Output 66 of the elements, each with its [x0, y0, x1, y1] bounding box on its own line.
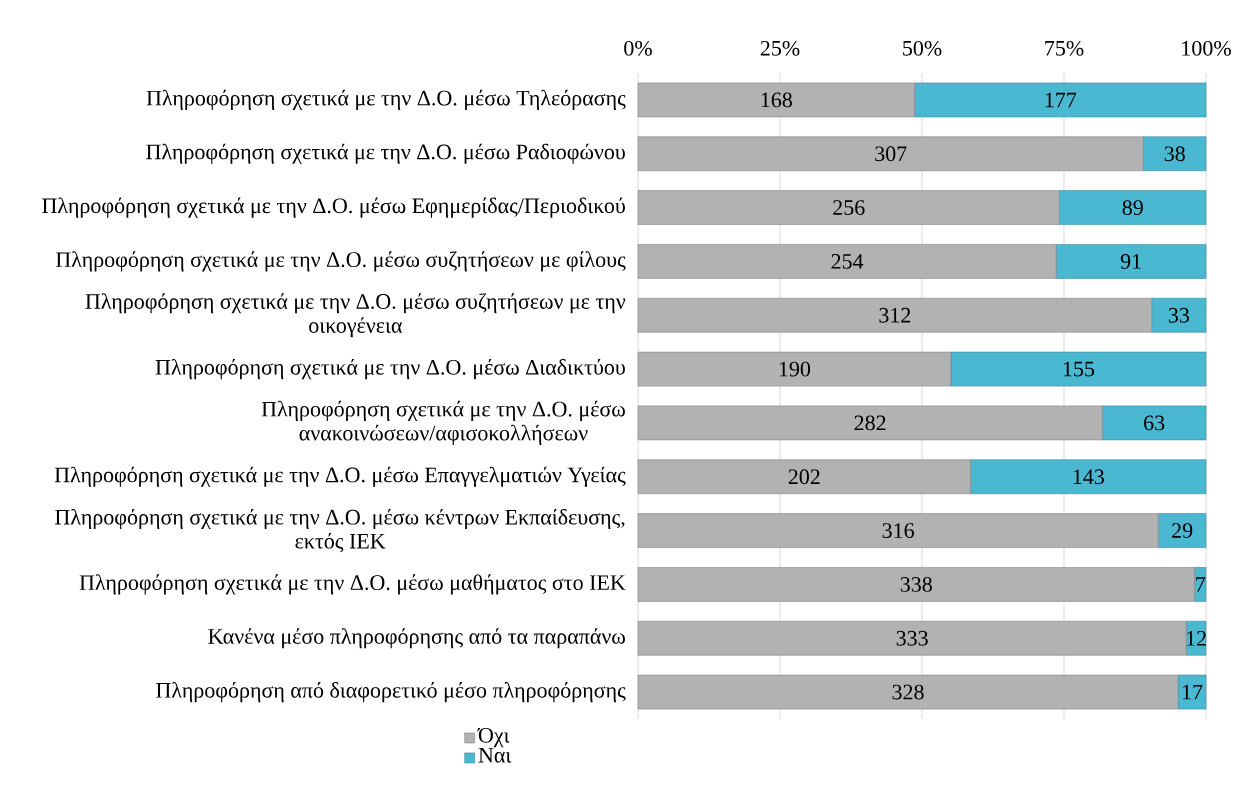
data-label: 316: [882, 523, 914, 538]
data-label: 254: [831, 254, 864, 269]
legend-label: Όχι: [477, 727, 510, 748]
bar: [637, 567, 1195, 602]
bar: [637, 190, 1060, 225]
x2-tick-label: 25%: [760, 40, 800, 56]
bar: [1101, 405, 1207, 441]
y-tick-label: Πληροφόρηση σχετικά με την Δ.Ο. μέσω συζητήσεων με την οικογένεια: [85, 293, 626, 338]
bar: [970, 459, 1207, 495]
bar: [1143, 136, 1207, 172]
x2-tick-label: 100%: [1182, 40, 1231, 56]
data-label: 256: [833, 200, 865, 215]
data-label: 312: [879, 307, 911, 323]
bar: [637, 82, 915, 118]
x2-tick-label: 75%: [1045, 40, 1084, 56]
data-label: 307: [875, 146, 907, 162]
data-label: 177: [1045, 92, 1077, 108]
data-label: 33: [1168, 307, 1189, 323]
bar: [637, 244, 1057, 279]
data-label: 17: [1182, 684, 1203, 700]
y-tick-label: Πληροφόρηση σχετικά με την Δ.Ο. μέσω συζητήσεων με φίλους: [55, 251, 626, 272]
y-tick-label: Πληροφόρηση σχετικά με την Δ.Ο. μέσω Τηλεόρασης: [146, 89, 626, 111]
data-label: 63: [1144, 415, 1165, 431]
y-tick-label: Κανένα μέσο πληροφόρησης από τα παραπάνω: [208, 628, 625, 649]
y-tick-label: Πληροφόρηση σχετικά με την Δ.Ο. μέσω μαθήματος στο ΙΕΚ: [79, 574, 626, 595]
bar: [1194, 567, 1207, 602]
y-tick-label: Πληροφόρηση σχετικά με την Δ.Ο. μέσω κέντρων Εκπαίδευσης, εκτός ΙΕΚ: [55, 508, 625, 553]
bar: [914, 82, 1207, 118]
data-label: 155: [1063, 361, 1095, 377]
bar: [1177, 674, 1207, 710]
data-label: 38: [1164, 146, 1185, 162]
x2-tick-label: 0%: [624, 40, 652, 56]
bar: [637, 513, 1159, 548]
legend-label: Ναι: [478, 748, 512, 763]
bar: [637, 351, 952, 387]
data-label: 91: [1120, 254, 1141, 269]
bar: [637, 620, 1187, 656]
y-tick-label: Πληροφόρηση σχετικά με την Δ.Ο. μέσω ανακοινώσεων/αφισοκολλήσεων: [261, 400, 625, 446]
bar: [1157, 513, 1207, 548]
bar: [950, 351, 1207, 387]
bar: [637, 674, 1179, 710]
bar: [1151, 297, 1207, 333]
data-label: 143: [1073, 469, 1104, 485]
y-tick-label: Πληροφόρηση σχετικά με την Δ.Ο. μέσω Διαδικτύου: [155, 358, 625, 380]
bar: [637, 297, 1152, 333]
data-label: 89: [1122, 200, 1143, 215]
data-label: 29: [1172, 523, 1193, 538]
data-label: 190: [779, 361, 811, 377]
x2-tick-label: 50%: [903, 40, 942, 56]
y-tick-label: Πληροφόρηση σχετικά με την Δ.Ο. μέσω Ραδιοφώνου: [146, 143, 625, 164]
bar: [637, 459, 971, 495]
y-tick-label: Πληροφόρηση από διαφορετικό μέσο πληροφόρησης: [156, 681, 626, 703]
data-label: 338: [900, 577, 932, 592]
bar: [637, 136, 1144, 172]
bar: [1055, 244, 1207, 279]
bar: [1059, 190, 1207, 225]
data-label: 282: [854, 415, 886, 431]
y-tick-label: Πληροφόρηση σχετικά με την Δ.Ο. μέσω Επαγγελματιών Υγείας: [54, 466, 626, 487]
data-label: 168: [761, 92, 792, 108]
y-tick-label: Πληροφόρηση σχετικά με την Δ.Ο. μέσω Εφημερίδας/Περιοδικού: [42, 197, 625, 218]
data-label: 202: [788, 469, 820, 485]
data-label: 12: [1187, 630, 1206, 646]
data-label: 333: [896, 630, 928, 646]
bar: [637, 405, 1103, 441]
data-label: 7: [1196, 577, 1206, 592]
data-label: 328: [892, 684, 924, 700]
